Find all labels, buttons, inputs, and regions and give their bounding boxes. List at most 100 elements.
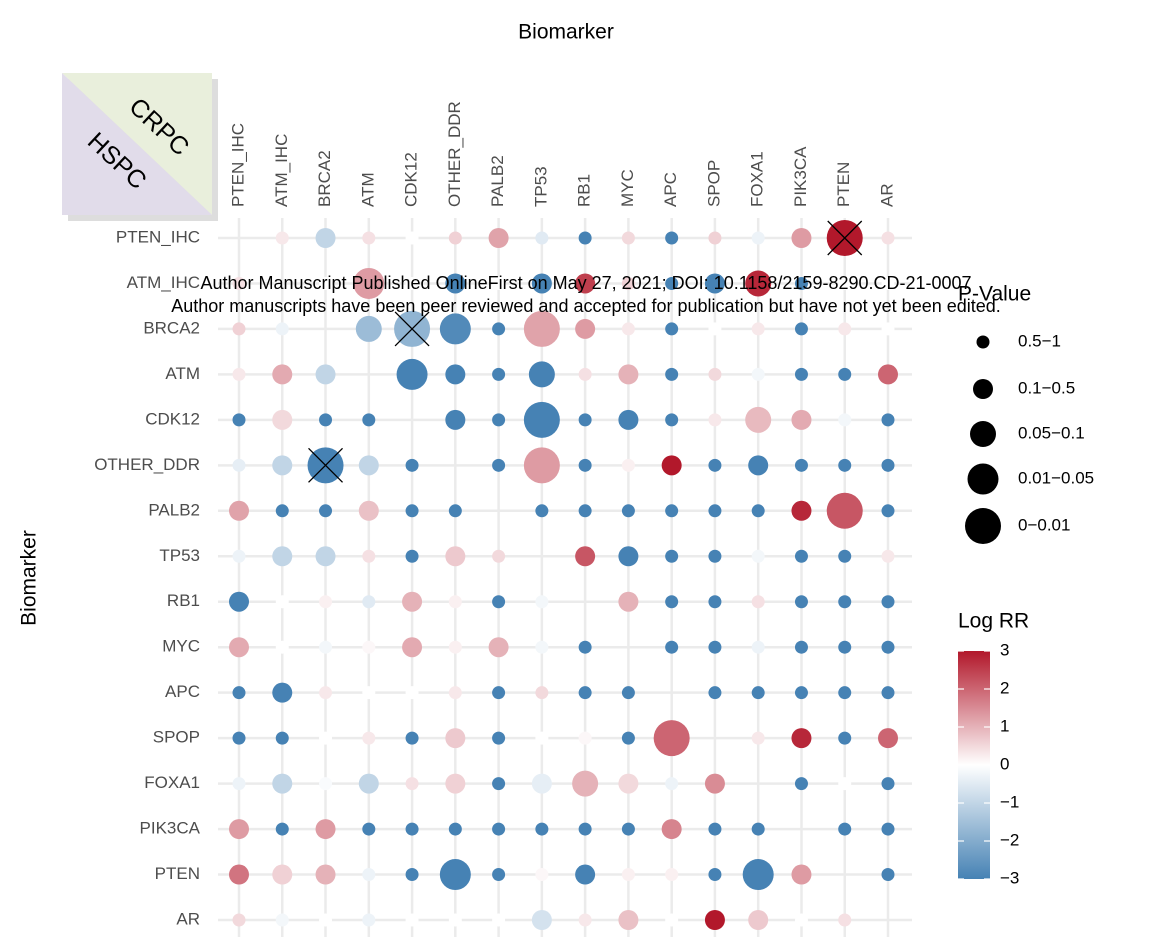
bubble: [402, 637, 423, 658]
bubble: [319, 640, 333, 654]
bubble: [708, 595, 722, 609]
cross: [308, 447, 343, 483]
bubble: [272, 455, 293, 476]
bubble: [229, 819, 249, 840]
bubble: [272, 682, 293, 703]
bubble: [232, 413, 246, 427]
bubble: [578, 640, 592, 654]
bubble: [791, 500, 812, 521]
bubble: [794, 322, 808, 336]
bubble: [405, 458, 419, 472]
size-legend-key: [970, 421, 996, 447]
color-legend-title: Log RR: [958, 610, 1029, 633]
bubble: [358, 773, 379, 794]
bubble: [358, 500, 379, 521]
bubble: [621, 231, 635, 245]
bubble: [232, 458, 246, 472]
bubble: [794, 549, 808, 563]
x-tick-label: PIK3CA: [791, 146, 810, 207]
bubble: [751, 549, 765, 563]
bubble: [319, 731, 333, 745]
bubble: [665, 276, 679, 290]
bubble: [362, 640, 376, 654]
x-tick-label: PTEN_IHC: [228, 123, 247, 207]
bubble: [618, 364, 639, 385]
bubble: [665, 640, 679, 654]
bubble: [488, 637, 509, 658]
bubble: [405, 731, 419, 745]
bubble: [704, 773, 725, 794]
bubble: [492, 777, 506, 791]
bubble: [838, 276, 852, 290]
bubble: [881, 868, 895, 882]
bubble: [621, 322, 635, 336]
y-tick-label: AR: [176, 909, 200, 928]
bubble: [272, 773, 293, 794]
bubble: [275, 595, 289, 609]
bubble: [751, 504, 765, 518]
bubble: [708, 640, 722, 654]
bubble: [315, 364, 336, 385]
bubble: [275, 322, 289, 336]
bubble: [358, 455, 379, 476]
bubble: [794, 913, 808, 927]
bubble: [319, 686, 333, 700]
bubble: [621, 868, 635, 882]
bubble: [362, 549, 376, 563]
bubble: [665, 913, 679, 927]
bubble: [838, 367, 852, 381]
bubble: [575, 546, 596, 567]
bubble: [794, 595, 808, 609]
bubble: [578, 231, 592, 245]
bubble: [445, 728, 466, 749]
bubble: [748, 910, 769, 930]
bubble: [708, 504, 722, 518]
bubble: [232, 731, 246, 745]
bubble: [838, 595, 852, 609]
bubble: [445, 409, 466, 430]
bubble: [315, 819, 336, 840]
bubble: [881, 640, 895, 654]
bubble: [751, 231, 765, 245]
bubble: [578, 913, 592, 927]
bubble: [362, 868, 376, 882]
bubble: [362, 913, 376, 927]
bubble: [708, 822, 722, 836]
bubble: [445, 546, 466, 567]
watermark: Author Manuscript Published OnlineFirst …: [200, 273, 971, 293]
bubble: [618, 910, 639, 930]
bubble: [232, 913, 246, 927]
size-legend-key: [967, 463, 999, 495]
x-tick-label: APC: [661, 172, 680, 207]
bubble: [492, 458, 506, 472]
bubble: [275, 822, 289, 836]
bubble: [838, 640, 852, 654]
bubble: [708, 549, 722, 563]
bubble: [794, 367, 808, 381]
bubble: [232, 322, 246, 336]
bubble: [704, 273, 725, 294]
bubble: [575, 318, 596, 339]
bubble: [531, 773, 552, 794]
bubble: [665, 367, 679, 381]
bubble: [523, 447, 560, 484]
bubble: [575, 864, 596, 885]
colorbar-label: −3: [1000, 868, 1019, 887]
bubble: [445, 273, 466, 294]
bubble: [575, 273, 596, 294]
bubble: [362, 731, 376, 745]
bubble: [881, 276, 895, 290]
bubble: [319, 413, 333, 427]
bubble: [232, 686, 246, 700]
size-legend-label: 0.1−0.5: [1018, 378, 1075, 397]
bubble: [751, 731, 765, 745]
bubble: [535, 686, 549, 700]
bubble: [232, 276, 246, 290]
bubble: [881, 504, 895, 518]
bubble: [523, 310, 560, 347]
x-tick-label: ATM: [358, 172, 377, 207]
bubble: [272, 546, 293, 567]
bubble: [578, 458, 592, 472]
bubble: [355, 315, 382, 342]
y-tick-label: PTEN_IHC: [116, 227, 200, 246]
